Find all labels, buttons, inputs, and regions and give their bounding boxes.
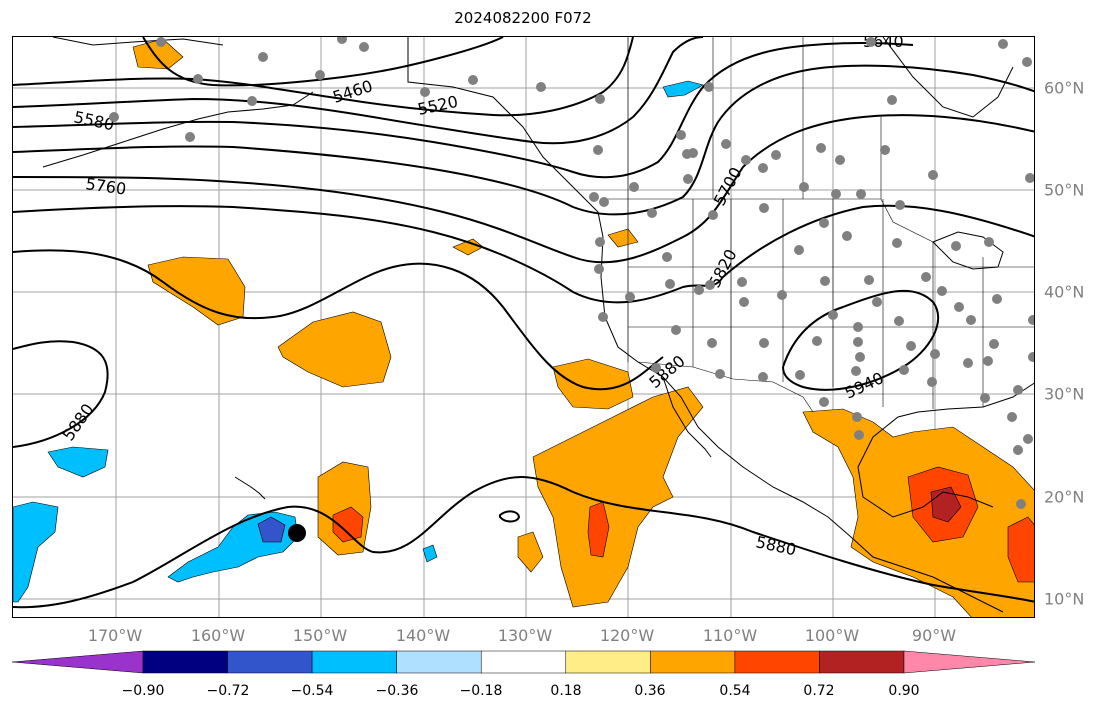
- colorbar-tick-label: −0.90: [121, 683, 165, 699]
- colorbar-cell: [311, 650, 397, 674]
- us-canada-border: [603, 198, 934, 243]
- lon-label: 130°W: [497, 626, 553, 645]
- colorbar-cell: [480, 650, 567, 674]
- colorbar-tick-label: 0.72: [803, 683, 835, 699]
- contour-label: 5700: [710, 164, 746, 209]
- alaska-coast: [407, 37, 604, 238]
- lon-label: 140°W: [395, 626, 451, 645]
- contour-label: 5880: [754, 532, 798, 559]
- height-contours: [13, 37, 1034, 609]
- colorbar-cell: [819, 650, 905, 674]
- colorbar-cell: [650, 650, 736, 674]
- lon-label: 150°W: [292, 626, 348, 645]
- lon-label: 110°W: [702, 626, 758, 645]
- colorbar-tick-label: 0.36: [634, 683, 666, 699]
- lat-label: 30°N: [1044, 384, 1085, 404]
- contour-5760: [13, 114, 1034, 264]
- contour-label: 5940: [842, 368, 887, 402]
- us-mexico-border: [637, 361, 814, 413]
- colorbar-cell: [903, 650, 1036, 674]
- aleutians: [42, 91, 314, 168]
- red-area: [332, 506, 364, 543]
- blue-area: [47, 446, 109, 478]
- hudson-bay: [882, 37, 1014, 118]
- colorbar-cell: [142, 650, 228, 674]
- contour-5820: [13, 204, 1034, 304]
- lat-label: 40°N: [1044, 282, 1085, 302]
- map-canvas: 5460 5520 5580 5640 5700 5760 5820 5880 …: [13, 37, 1034, 617]
- contour-5640: [13, 41, 914, 179]
- orange-area: [147, 256, 246, 326]
- colorbar-tick-label: 0.90: [888, 683, 920, 699]
- lon-label: 120°W: [599, 626, 655, 645]
- hawaii: [234, 476, 266, 500]
- colorbar-tick-label: 0.54: [719, 683, 751, 699]
- west-coast: [600, 236, 1004, 613]
- contour-5700: [13, 64, 1034, 216]
- lon-label: 160°W: [190, 626, 246, 645]
- orange-area: [532, 386, 704, 608]
- blue-area: [13, 501, 59, 603]
- map-panel: 5460 5520 5580 5640 5700 5760 5820 5880 …: [12, 36, 1035, 618]
- contour-5880-west: [13, 340, 109, 448]
- colorbar-tick-label: −0.72: [206, 683, 250, 699]
- lat-label: 20°N: [1044, 487, 1085, 507]
- lon-label: 100°W: [804, 626, 860, 645]
- contour-5520: [13, 37, 634, 117]
- colorbar-cell: [227, 650, 313, 674]
- canada-provinces: [627, 37, 882, 199]
- colorbar-cell: [565, 650, 651, 674]
- contour-5880-north: [13, 249, 664, 391]
- colorbar: [12, 650, 1036, 674]
- alaska-north: [52, 37, 224, 46]
- great-lakes: [932, 231, 1004, 270]
- gulf-coast: [857, 382, 1034, 518]
- blue-area: [422, 544, 438, 563]
- colorbar-cell: [734, 650, 820, 674]
- contour-5580: [13, 37, 704, 145]
- coastlines: [42, 37, 1034, 613]
- colorbar-tick-label: −0.54: [290, 683, 334, 699]
- lon-label: 170°W: [87, 626, 143, 645]
- colorbar-tick-label: −0.36: [375, 683, 419, 699]
- lat-label: 60°N: [1044, 78, 1085, 98]
- station-markers: [109, 37, 1034, 509]
- contour-5460: [142, 37, 504, 87]
- orange-area: [607, 228, 639, 248]
- colorbar-cell: [396, 650, 482, 674]
- lat-label: 10°N: [1044, 589, 1085, 609]
- orange-area: [552, 358, 634, 410]
- colorbar-tick-label: −0.18: [459, 683, 503, 699]
- orange-area: [517, 531, 544, 573]
- map-title: 2024082200 F072: [454, 9, 592, 27]
- lat-label: 50°N: [1044, 180, 1085, 200]
- baja: [662, 376, 712, 458]
- storm-center-marker: [288, 524, 306, 542]
- contour-label: 5880: [645, 351, 688, 392]
- contour-label: 5580: [72, 107, 116, 134]
- colorbar-cell: [12, 650, 144, 674]
- anomaly-shading: [13, 38, 1034, 617]
- state-lines: [627, 199, 1034, 409]
- colorbar-tick-label: 0.18: [550, 683, 582, 699]
- political-borders: [603, 37, 1034, 413]
- contour-5880-small: [499, 510, 521, 523]
- contour-label: 5880: [59, 400, 98, 444]
- blue-area: [662, 80, 704, 98]
- lon-label: 90°W: [911, 626, 957, 645]
- red-area: [1007, 516, 1034, 583]
- royalblue-area: [257, 516, 286, 543]
- orange-area: [277, 311, 392, 388]
- contour-5880: [13, 476, 1034, 609]
